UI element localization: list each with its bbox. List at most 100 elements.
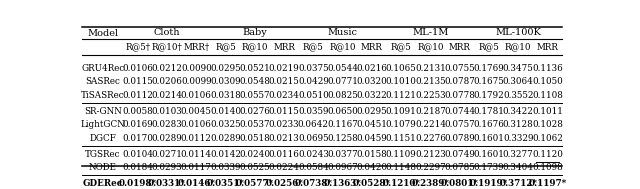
Text: 0.0548: 0.0548 <box>239 77 270 86</box>
Text: 0.0510: 0.0510 <box>298 91 329 100</box>
Text: 0.1062: 0.1062 <box>532 134 563 143</box>
Text: 0.1258: 0.1258 <box>327 134 358 143</box>
Text: 0.0322: 0.0322 <box>356 91 387 100</box>
Text: 0.0184: 0.0184 <box>122 163 154 172</box>
Text: 0.0521: 0.0521 <box>239 64 270 73</box>
Text: 0.2389*: 0.2389* <box>412 179 449 188</box>
Text: 0.0825: 0.0825 <box>327 91 358 100</box>
Text: 0.1601: 0.1601 <box>474 150 504 159</box>
Text: 0.1769: 0.1769 <box>474 64 504 73</box>
Text: R@10†: R@10† <box>152 43 182 52</box>
Text: 0.0451: 0.0451 <box>356 120 387 129</box>
Text: 0.0233: 0.0233 <box>269 120 300 129</box>
Text: 0.0525: 0.0525 <box>239 163 270 172</box>
Text: 0.0240: 0.0240 <box>239 150 270 159</box>
Text: 0.1121: 0.1121 <box>386 91 417 100</box>
Text: 0.0112: 0.0112 <box>181 134 212 143</box>
Text: 0.1050: 0.1050 <box>532 77 563 86</box>
Text: 0.2214: 0.2214 <box>415 120 446 129</box>
Text: 0.0320: 0.0320 <box>356 77 387 86</box>
Text: 0.1136: 0.1136 <box>532 64 563 73</box>
Text: 0.0106: 0.0106 <box>122 64 153 73</box>
Text: MRR†: MRR† <box>183 43 209 52</box>
Text: R@5†: R@5† <box>125 43 150 52</box>
Text: 0.1197*: 0.1197* <box>529 179 566 188</box>
Text: 0.0198*: 0.0198* <box>119 179 157 188</box>
Text: MRR: MRR <box>273 43 295 52</box>
Text: 0.0112: 0.0112 <box>122 91 153 100</box>
Text: 0.0778: 0.0778 <box>444 91 475 100</box>
Text: TiSASRec: TiSASRec <box>81 91 125 100</box>
Text: 0.0243: 0.0243 <box>298 150 329 159</box>
Text: 0.0749: 0.0749 <box>444 150 475 159</box>
Text: 0.0577*: 0.0577* <box>236 179 274 188</box>
Text: 0.1011: 0.1011 <box>532 107 563 116</box>
Text: ML-1M: ML-1M <box>412 28 449 37</box>
Text: 0.1120: 0.1120 <box>532 150 563 159</box>
Text: 0.0214: 0.0214 <box>152 91 182 100</box>
Text: 0.0528*: 0.0528* <box>353 179 391 188</box>
Text: 0.0789: 0.0789 <box>444 134 475 143</box>
Text: 0.1919*: 0.1919* <box>470 179 508 188</box>
Text: 0.3128: 0.3128 <box>503 120 534 129</box>
Text: 0.0216: 0.0216 <box>356 64 387 73</box>
Text: 0.1109: 0.1109 <box>386 150 417 159</box>
Text: 0.0116: 0.0116 <box>269 150 300 159</box>
Text: TGSRec: TGSRec <box>85 150 120 159</box>
Text: 0.0295: 0.0295 <box>356 107 387 116</box>
Text: 0.0518: 0.0518 <box>239 134 270 143</box>
Text: 0.0650: 0.0650 <box>327 107 358 116</box>
Text: 0.1010: 0.1010 <box>386 77 417 86</box>
Text: 0.3064: 0.3064 <box>503 77 534 86</box>
Text: 0.1151: 0.1151 <box>386 134 417 143</box>
Text: 0.0738*: 0.0738* <box>294 179 332 188</box>
Text: R@5: R@5 <box>479 43 499 52</box>
Text: 0.1792: 0.1792 <box>474 91 504 100</box>
Text: 0.0234: 0.0234 <box>269 91 300 100</box>
Text: 0.0170: 0.0170 <box>122 134 153 143</box>
Text: 0.3329: 0.3329 <box>503 134 534 143</box>
Text: 0.1210*: 0.1210* <box>382 179 420 188</box>
Text: Baby: Baby <box>243 28 268 37</box>
Text: 0.0090: 0.0090 <box>181 64 212 73</box>
Text: R@5: R@5 <box>391 43 412 52</box>
Text: 0.3404: 0.3404 <box>502 163 534 172</box>
Text: 0.0744: 0.0744 <box>444 107 476 116</box>
Text: 0.0117: 0.0117 <box>181 163 212 172</box>
Text: 0.0429: 0.0429 <box>298 77 329 86</box>
Text: 0.0785: 0.0785 <box>444 163 475 172</box>
Text: 0.2187: 0.2187 <box>415 107 446 116</box>
Text: 0.2135: 0.2135 <box>415 77 445 86</box>
Text: 0.0351*: 0.0351* <box>207 179 244 188</box>
Text: GDERec: GDERec <box>83 179 123 188</box>
Text: 0.3422: 0.3422 <box>503 107 534 116</box>
Text: MRR: MRR <box>449 43 470 52</box>
Text: MRR: MRR <box>361 43 383 52</box>
Text: 0.3552: 0.3552 <box>503 91 534 100</box>
Text: 0.3712*: 0.3712* <box>499 179 537 188</box>
Text: 0.1676: 0.1676 <box>474 120 504 129</box>
Text: 0.0106: 0.0106 <box>181 91 212 100</box>
Text: 0.0318: 0.0318 <box>210 91 241 100</box>
Text: 0.0106: 0.0106 <box>181 120 212 129</box>
Text: 0.2253: 0.2253 <box>415 91 445 100</box>
Text: 0.0339: 0.0339 <box>211 163 241 172</box>
Text: 0.0146*: 0.0146* <box>177 179 215 188</box>
Text: 0.0213: 0.0213 <box>269 134 300 143</box>
Text: Cloth: Cloth <box>154 28 180 37</box>
Text: 0.0359: 0.0359 <box>298 107 328 116</box>
Text: 0.0755: 0.0755 <box>444 64 475 73</box>
Text: LightGCN: LightGCN <box>81 120 125 129</box>
Text: 0.0584: 0.0584 <box>298 163 329 172</box>
Text: R@10: R@10 <box>241 43 268 52</box>
Text: 0.0283: 0.0283 <box>152 120 182 129</box>
Text: R@10: R@10 <box>505 43 531 52</box>
Text: 0.0206: 0.0206 <box>152 77 182 86</box>
Text: R@5: R@5 <box>215 43 236 52</box>
Text: 0.0103: 0.0103 <box>152 107 182 116</box>
Text: 0.0375: 0.0375 <box>298 64 329 73</box>
Text: MRR: MRR <box>536 43 559 52</box>
Text: 0.0058: 0.0058 <box>122 107 153 116</box>
Text: 0.1167: 0.1167 <box>327 120 358 129</box>
Text: 0.1781: 0.1781 <box>474 107 504 116</box>
